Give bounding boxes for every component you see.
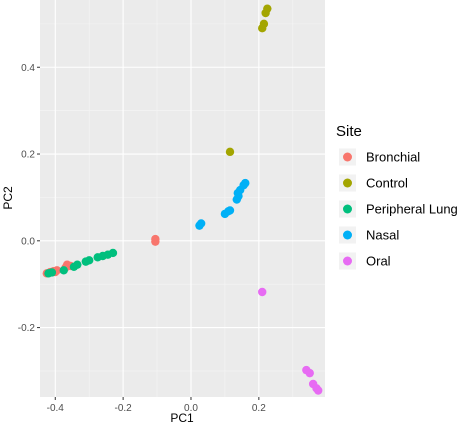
legend-title: Site (336, 123, 362, 140)
point-control (259, 19, 269, 29)
point-peripheral-lung (47, 268, 57, 277)
grid (40, 0, 325, 397)
point-peripheral-lung (73, 260, 82, 269)
point-peripheral-lung (59, 266, 68, 275)
panel-background (40, 0, 325, 397)
legend: Site Bronchial Control Peripheral Lung Nasa… (336, 123, 458, 270)
point-control (225, 147, 235, 157)
y-tick-label: -0.2 (18, 323, 36, 334)
point-oral (305, 368, 314, 378)
y-tick-label: 0.4 (21, 63, 35, 74)
legend-label-oral: Oral (366, 254, 391, 269)
legend-label-control: Control (366, 176, 408, 191)
legend-swatch-nasal (343, 230, 352, 240)
legend-swatch-oral (343, 256, 352, 266)
legend-label-peripheral-lung: Peripheral Lung (366, 202, 458, 217)
point-oral (258, 287, 267, 297)
x-tick-label: 0.0 (184, 403, 198, 414)
point-oral (314, 386, 323, 395)
x-axis-ticks: -0.4 -0.2 0.0 0.2 (47, 397, 266, 414)
legend-label-bronchial: Bronchial (366, 150, 420, 165)
legend-items: Bronchial Control Peripheral Lung Nasal Oral (339, 148, 458, 270)
data-points (42, 4, 323, 395)
y-tick-label: 0.2 (21, 150, 35, 161)
point-nasal (225, 206, 235, 215)
y-tick-label: 0.0 (21, 236, 35, 247)
point-control (263, 4, 272, 13)
point-nasal (241, 178, 250, 188)
x-tick-label: -0.2 (115, 403, 133, 414)
legend-label-nasal: Nasal (366, 228, 399, 243)
y-axis-ticks: -0.2 0.0 0.2 0.4 (18, 63, 40, 334)
x-tick-label: 0.2 (252, 403, 266, 414)
y-axis-title: PC2 (1, 186, 15, 210)
x-axis-title: PC1 (170, 411, 194, 425)
legend-swatch-peripheral-lung (343, 204, 352, 214)
point-nasal (196, 219, 206, 228)
legend-swatch-bronchial (343, 152, 352, 162)
x-tick-label: -0.4 (47, 403, 65, 414)
point-bronchial (151, 234, 160, 244)
legend-swatch-control (343, 178, 352, 188)
point-peripheral-lung (84, 256, 94, 265)
point-peripheral-lung (108, 248, 118, 258)
